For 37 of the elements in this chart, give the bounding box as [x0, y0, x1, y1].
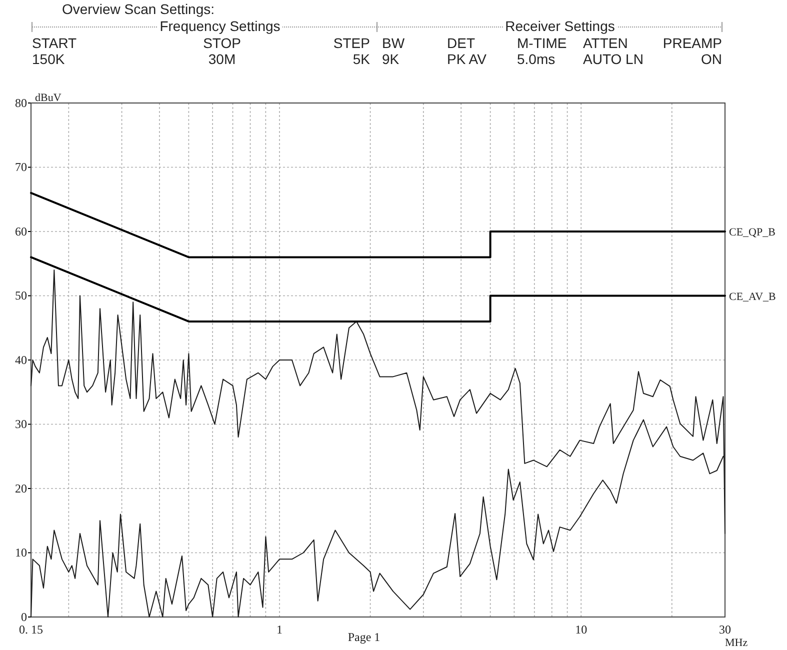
text: STEP: [333, 35, 370, 51]
text: 150K: [32, 51, 66, 67]
y-tick-label: 70: [15, 160, 27, 174]
text: 5K: [352, 51, 371, 67]
x-tick-label: 0. 15: [19, 622, 43, 637]
text: Frequency Settings: [160, 18, 280, 34]
y-tick-label: 60: [15, 224, 27, 238]
y-axis-title: dBuV: [35, 92, 62, 104]
text: 30M: [208, 51, 236, 67]
series-label: CE_QP_B: [729, 226, 776, 238]
text: START: [32, 35, 78, 51]
text: 5.0ms: [517, 51, 556, 67]
y-tick-label: 0: [21, 610, 27, 624]
text: Receiver Settings: [505, 18, 615, 34]
y-tick-label: 80: [15, 96, 27, 110]
text: ON: [701, 51, 722, 67]
text: PREAMP: [662, 35, 722, 51]
y-tick-label: 10: [15, 546, 27, 560]
text: PK AV: [447, 51, 488, 67]
text: ATTEN: [583, 35, 628, 51]
text: DET: [447, 35, 476, 51]
x-tick-label: 30: [719, 622, 731, 637]
y-tick-label: 40: [15, 352, 27, 367]
text: BW: [382, 35, 406, 51]
y-tick-label: 50: [15, 288, 27, 303]
text: 9K: [382, 51, 400, 67]
x-tick-label: 10: [575, 622, 588, 637]
x-axis-title: MHz: [725, 637, 748, 649]
text: Overview Scan Settings:: [62, 1, 215, 17]
text: Page 1: [348, 630, 380, 644]
text: STOP: [203, 35, 241, 51]
y-tick-label: 30: [15, 417, 27, 432]
y-tick-label: 20: [15, 481, 27, 496]
x-tick-label: 1: [276, 622, 282, 637]
text: M-TIME: [517, 35, 567, 51]
series-label: CE_AV_B: [729, 290, 776, 303]
text: AUTO LN: [583, 51, 644, 67]
